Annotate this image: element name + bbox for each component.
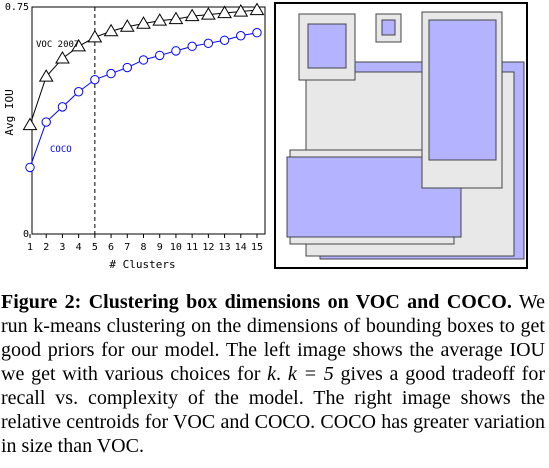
voc-point (38, 69, 54, 82)
coco-point (252, 28, 262, 38)
voc-point (152, 13, 168, 26)
series-label-voc: VOC 2007 (36, 40, 79, 50)
voc-point (55, 50, 70, 64)
voc-point (136, 16, 151, 29)
x-tick-label: 2 (43, 242, 49, 253)
y-tick-label: 0.75 (5, 2, 29, 13)
coco-centroid-medium (307, 23, 347, 69)
series-label-coco: COCO (50, 145, 72, 155)
caption-label: Figure 2: (1, 291, 82, 313)
coco-point (73, 87, 84, 97)
caption-text-3: gives a good tradeoff for recall vs. com… (1, 363, 546, 457)
voc-point (168, 11, 184, 25)
coco-point (236, 31, 246, 41)
x-tick-label: 13 (219, 242, 231, 253)
coco-point (106, 68, 116, 79)
caption-title: Clustering box dimensions on VOC and COC… (88, 291, 512, 313)
voc-point (184, 8, 200, 22)
cluster-centroids-diagram (274, 2, 528, 269)
x-tick-label: 4 (76, 242, 82, 253)
x-tick-label: 1 (27, 242, 33, 253)
voc-point (103, 23, 119, 37)
voc-point (200, 7, 216, 20)
x-tick-label: 11 (186, 242, 198, 253)
voc-point (22, 117, 38, 131)
x-tick-label: 12 (202, 242, 214, 253)
x-tick-label: 3 (59, 242, 65, 253)
coco-point (171, 46, 181, 56)
caption-math-k5: k = 5 (287, 363, 334, 385)
coco-point (155, 50, 165, 61)
voc-point (249, 2, 265, 16)
figure-caption: Figure 2: Clustering box dimensions on V… (1, 290, 545, 458)
y-tick-label: 0 (23, 229, 29, 240)
caption-text-1: We run k-means clustering on the dimensi… (1, 291, 546, 385)
caption-math-k: k (267, 363, 277, 385)
coco-point (203, 38, 214, 49)
x-axis-label: # Clusters (109, 258, 175, 271)
voc-point (71, 38, 87, 52)
x-tick-label: 10 (170, 242, 182, 253)
coco-point (90, 74, 100, 85)
voc-point (217, 5, 232, 19)
caption-text-2: . (276, 363, 282, 385)
x-tick-label: 9 (157, 242, 163, 253)
coco-point (122, 62, 132, 73)
coco-point (41, 117, 51, 127)
coco-centroid-small (381, 19, 396, 36)
coco-point (25, 162, 35, 173)
voc-point (119, 19, 135, 32)
coco-point (138, 55, 149, 65)
coco-centroid-tall (428, 19, 497, 161)
coco-point (219, 35, 230, 45)
voc-point (87, 29, 103, 43)
coco-point (187, 41, 197, 52)
y-axis-label: Avg IOU (3, 89, 16, 135)
x-tick-label: 7 (124, 242, 130, 253)
figure: 1 2 3 4 5 6 7 8 9 10 11 12 13 14 15 0 0.75 # Clusters Avg … (3, 2, 528, 271)
x-tick-label: 6 (108, 242, 114, 253)
x-tick-label: 15 (251, 242, 263, 253)
coco-point (57, 102, 68, 112)
x-tick-label: 14 (235, 242, 247, 253)
x-tick-label: 5 (92, 242, 98, 253)
x-tick-label: 8 (140, 242, 146, 253)
voc-point (233, 4, 249, 17)
